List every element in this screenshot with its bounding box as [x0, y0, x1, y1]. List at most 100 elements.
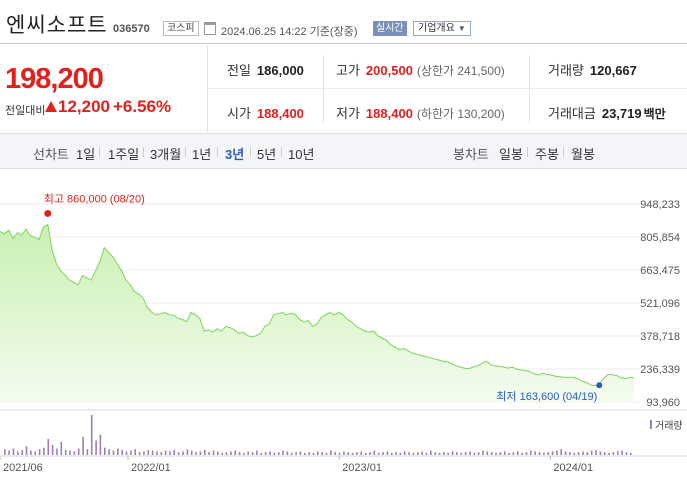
volume-bar: [395, 452, 397, 455]
volume-bar: [121, 449, 123, 455]
volume-bar: [195, 452, 197, 455]
volume-bar: [621, 450, 623, 455]
tab-separator: [217, 147, 218, 157]
volume-bar: [412, 452, 415, 455]
volume-bar: [134, 449, 136, 455]
volume-bar: [512, 452, 515, 455]
volume-bar: [490, 452, 493, 455]
volume-bar: [443, 452, 445, 455]
volume-bar: [373, 450, 376, 455]
volume-bar: [625, 452, 628, 455]
volume-bar: [12, 448, 15, 455]
tab-separator: [563, 147, 564, 157]
volume-bar: [464, 452, 467, 455]
volume-bar: [538, 452, 541, 455]
volume-bar: [277, 452, 280, 455]
volume-bar: [447, 452, 449, 455]
tab-1y[interactable]: 1년: [192, 147, 212, 162]
y-tick-label: 948,233: [640, 199, 680, 211]
volume-bar: [582, 451, 584, 455]
company-info-label: 기업개요: [418, 23, 455, 34]
tab-3y[interactable]: 3년: [225, 147, 245, 162]
tab-1w[interactable]: 1주일: [108, 147, 140, 162]
volume-bar: [630, 452, 632, 455]
volume-bar: [247, 451, 249, 455]
volume-bar: [508, 452, 510, 455]
volume-bar: [273, 452, 276, 455]
price-chart: 948,233 805,854 663,475 521,096 378,718 236,3…: [0, 170, 687, 477]
volume-bar: [417, 452, 419, 455]
volume-bar: [190, 450, 193, 455]
volume-bar: [577, 452, 580, 455]
tab-separator: [250, 147, 251, 157]
volume-bar: [30, 450, 32, 455]
y-tick-label: 93,960: [646, 397, 680, 409]
volume-bar: [295, 452, 297, 455]
volume-bar: [408, 452, 410, 455]
tab-weekly[interactable]: 주봉: [535, 147, 559, 162]
volume-bar: [330, 450, 332, 455]
stat-low: 저가 188,400 (하한가 130,200): [336, 104, 505, 124]
volume-bar: [286, 451, 289, 455]
volume-bar: [238, 452, 241, 455]
volume-bar: [117, 448, 119, 455]
tab-daily[interactable]: 일봉: [499, 147, 523, 162]
volume-bar: [60, 441, 63, 455]
volume-bar: [112, 450, 115, 455]
line-chart-title: 선차트: [33, 147, 69, 162]
volume-bar: [264, 452, 267, 455]
low-annotation: 최저 163,600 (04/19): [496, 390, 597, 403]
volume-bar: [256, 450, 258, 455]
volume-bar: [477, 452, 480, 455]
volume-bar: [356, 452, 358, 455]
volume-bar: [525, 452, 528, 455]
price-summary: 198,200 전일대비 12,200 +6.56%: [0, 45, 205, 132]
volume-bar: [208, 452, 210, 455]
tab-1d[interactable]: 1일: [76, 147, 96, 162]
stat-label: 저가: [336, 106, 360, 121]
volume-bar: [421, 451, 423, 455]
company-info-dropdown[interactable]: 기업개요 ▼: [413, 21, 471, 36]
volume-bar: [104, 447, 106, 455]
volume-bar: [73, 451, 76, 455]
tab-3m[interactable]: 3개월: [150, 147, 182, 162]
volume-bar: [386, 451, 389, 455]
high-marker: [44, 209, 52, 217]
stat-value: 186,000: [256, 63, 304, 78]
volume-bar: [325, 452, 328, 455]
volume-bar: [186, 449, 189, 455]
y-tick-label: 805,854: [640, 232, 680, 244]
price-chart-svg: 948,233 805,854 663,475 521,096 378,718 236,3…: [0, 192, 687, 474]
volume-bar: [138, 452, 141, 455]
volume-bar: [551, 451, 554, 455]
stat-open: 시가 188,400: [227, 104, 304, 124]
stat-value: 200,500: [365, 63, 413, 78]
stat-label: 거래량: [548, 63, 584, 78]
volume-bar: [269, 451, 271, 455]
tab-monthly[interactable]: 월봉: [571, 147, 595, 162]
volume-bar: [82, 436, 84, 455]
volume-bar: [182, 451, 184, 455]
volume-bar: [503, 451, 506, 455]
price-change: 12,200: [58, 97, 110, 116]
stats-divider: [208, 88, 687, 89]
volume-bar: [164, 450, 167, 455]
volume-bar: [90, 415, 93, 455]
volume-bar: [521, 452, 523, 455]
volume-bar: [382, 452, 384, 455]
volume-bar: [473, 452, 476, 455]
volume-bar: [530, 450, 532, 455]
lower-limit: (하한가 130,200): [416, 107, 505, 121]
tab-10y[interactable]: 10년: [288, 147, 315, 162]
x-tick-label: 2023/01: [342, 462, 382, 474]
tab-5y[interactable]: 5년: [257, 147, 277, 162]
realtime-button[interactable]: 실시간: [373, 21, 407, 36]
y-tick-label: 521,096: [640, 298, 680, 310]
volume-legend-swatch: [650, 420, 652, 429]
high-annotation: 최고 860,000 (08/20): [44, 192, 145, 205]
volume-bar: [156, 451, 158, 455]
volume-bar: [225, 452, 228, 455]
volume-bar: [469, 451, 471, 455]
volume-bar: [390, 452, 393, 455]
volume-bar: [173, 449, 176, 455]
